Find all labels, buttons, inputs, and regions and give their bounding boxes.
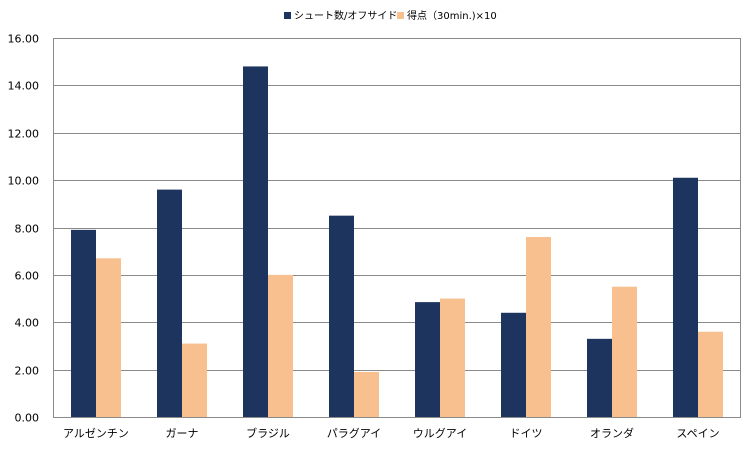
y-tick-label: 8.00 <box>15 223 40 236</box>
x-tick-label: ウルグアイ <box>413 426 467 440</box>
y-tick-label: 2.00 <box>15 365 40 378</box>
y-axis: 0.00 2.00 4.00 6.00 8.00 10.00 12.00 14.00 16.00 <box>8 33 741 425</box>
x-tick-label: スペイン <box>676 427 719 440</box>
legend-label: シュート数/オフサイド <box>294 9 397 22</box>
legend: シュート数/オフサイド 得点（30min.)×10 <box>284 9 497 22</box>
x-tick-label: ブラジル <box>246 426 290 440</box>
bars <box>71 66 723 418</box>
bar-goals-0 <box>96 258 121 417</box>
bar-shots-per-offside-6 <box>587 338 612 417</box>
legend-label: 得点（30min.)×10 <box>407 10 497 22</box>
bar-goals-3 <box>354 371 379 417</box>
x-tick-label: パラグアイ <box>327 426 381 440</box>
y-tick-label: 4.00 <box>15 317 40 330</box>
bar-shots-per-offside-3 <box>329 215 354 417</box>
gridlines <box>53 38 741 418</box>
y-tick-label: 16.00 <box>8 33 40 46</box>
x-tick-label: ドイツ <box>510 427 543 440</box>
bar-shots-per-offside-5 <box>501 312 526 417</box>
legend-swatch <box>284 12 291 19</box>
bar-goals-7 <box>698 331 723 417</box>
y-tick-label: 0.00 <box>15 412 40 425</box>
x-tick-label: ガーナ <box>166 427 199 440</box>
legend-swatch <box>397 12 404 19</box>
x-tick-label: アルゼンチン <box>63 427 129 440</box>
bar-goals-2 <box>268 274 293 417</box>
bar-goals-1 <box>182 343 207 417</box>
bar-goals-4 <box>440 298 465 417</box>
y-tick-label: 12.00 <box>8 128 40 141</box>
bar-shots-per-offside-0 <box>71 229 96 417</box>
x-tick-label: オランダ <box>590 426 634 440</box>
bar-shots-per-offside-1 <box>157 189 182 417</box>
bar-shots-per-offside-4 <box>415 302 440 417</box>
bar-goals-5 <box>526 236 551 417</box>
bar-goals-6 <box>612 286 637 417</box>
x-axis: アルゼンチン ガーナ ブラジル パラグアイ ウルグアイ ドイツ オランダ スペイン <box>63 426 720 440</box>
bar-shots-per-offside-7 <box>673 177 698 417</box>
y-tick-label: 14.00 <box>8 80 40 93</box>
y-tick-label: 10.00 <box>8 175 40 188</box>
y-tick-label: 6.00 <box>15 270 40 283</box>
bar-shots-per-offside-2 <box>243 66 268 418</box>
